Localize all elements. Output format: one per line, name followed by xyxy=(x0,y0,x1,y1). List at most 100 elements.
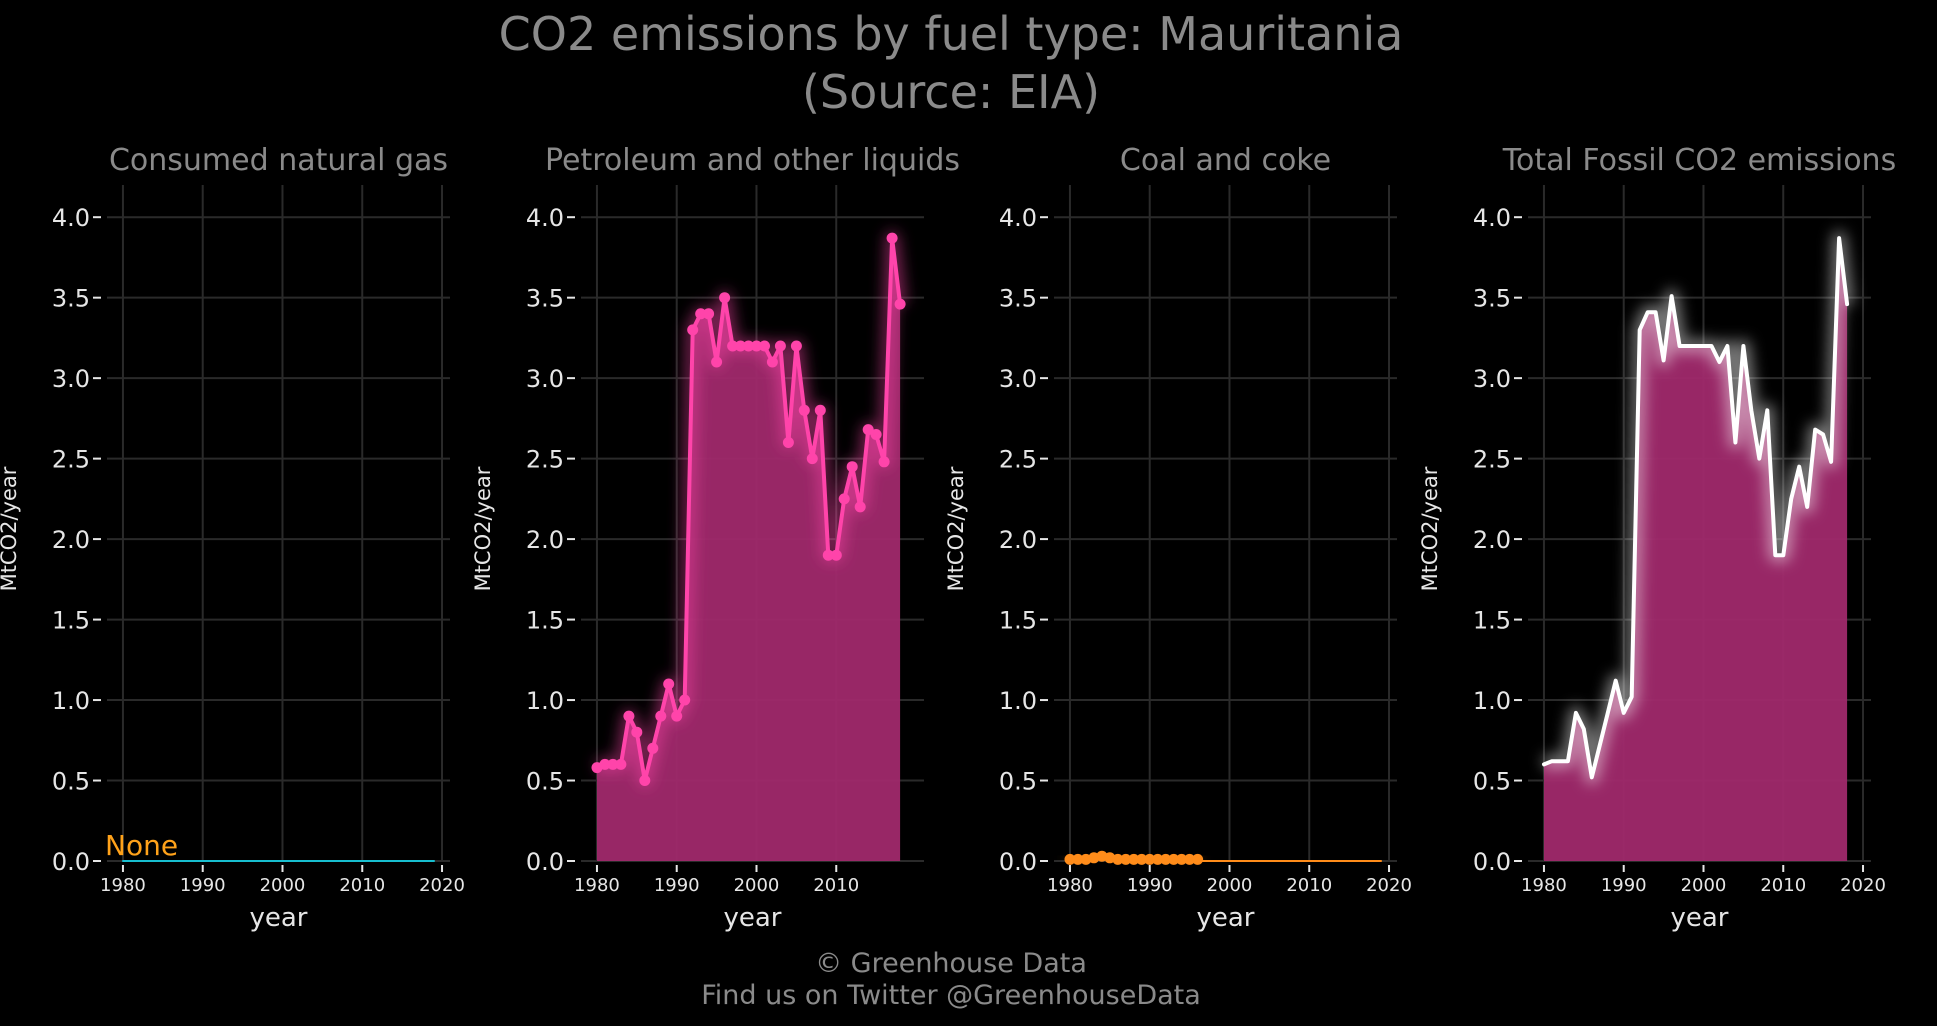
y-tick-label: 2.5 xyxy=(52,446,90,474)
data-point xyxy=(647,742,659,754)
y-tick-label: 0.5 xyxy=(52,768,90,796)
data-point xyxy=(1072,853,1084,865)
y-tick-label: 2.5 xyxy=(1473,446,1511,474)
x-tick-label: 1980 xyxy=(1521,875,1567,896)
x-tick-label: 2010 xyxy=(339,875,385,896)
x-axis-label: year xyxy=(249,903,307,933)
x-tick-label: 1980 xyxy=(574,875,620,896)
panel-title: Consumed natural gas xyxy=(109,143,448,178)
data-point xyxy=(663,678,675,690)
data-point xyxy=(615,758,627,770)
data-point xyxy=(1128,853,1140,865)
data-point xyxy=(607,758,619,770)
data-point xyxy=(759,340,770,352)
data-point xyxy=(743,340,754,352)
y-tick-label: 2.0 xyxy=(999,526,1037,554)
data-point xyxy=(727,340,739,352)
data-point xyxy=(695,308,707,320)
data-point xyxy=(766,356,778,368)
y-tick-label: 3.0 xyxy=(1473,365,1511,393)
data-point xyxy=(806,453,818,465)
panel-2: Petroleum and other liquids 0.0 0.5 1.0 1.5 2… xyxy=(471,143,960,933)
y-tick-label: 2.5 xyxy=(999,446,1037,474)
data-point xyxy=(846,461,858,473)
y-tick-label: 0.5 xyxy=(526,768,564,796)
y-tick-label: 3.0 xyxy=(52,365,90,393)
data-point xyxy=(1152,853,1164,865)
data-point xyxy=(774,340,786,352)
y-tick-label: 2.0 xyxy=(526,526,564,554)
y-axis-label: MtCO2/year xyxy=(1418,466,1442,591)
data-point xyxy=(822,549,834,561)
x-axis-label: year xyxy=(723,903,781,933)
x-tick-label: 2010 xyxy=(1286,875,1332,896)
y-tick-label: 3.0 xyxy=(999,365,1037,393)
x-tick-label: 1990 xyxy=(1127,875,1173,896)
data-point xyxy=(1144,853,1156,865)
no-data-annotation: None xyxy=(105,829,178,862)
x-tick-label: 1990 xyxy=(1601,875,1647,896)
panel-4: Total Fossil CO2 emissions 0.0 0.5 1.0 1.5 2.… xyxy=(1418,143,1896,933)
y-tick-label: 4.0 xyxy=(52,204,90,232)
y-tick-label: 1.5 xyxy=(1473,607,1511,635)
data-point xyxy=(751,340,762,352)
data-point xyxy=(798,404,810,416)
data-point xyxy=(886,232,898,244)
data-point xyxy=(878,456,890,468)
data-point xyxy=(870,429,882,440)
y-tick-label: 3.5 xyxy=(526,285,564,313)
y-tick-label: 1.0 xyxy=(999,687,1037,715)
y-tick-label: 1.5 xyxy=(526,607,564,635)
data-point xyxy=(623,710,635,722)
data-point xyxy=(854,501,866,513)
data-point xyxy=(639,775,651,786)
x-tick-label: 2020 xyxy=(1366,875,1412,896)
y-axis-label: MtCO2/year xyxy=(944,466,968,591)
data-point xyxy=(790,340,802,352)
data-point xyxy=(1176,853,1188,865)
data-point xyxy=(862,424,874,436)
data-point xyxy=(735,340,746,352)
data-point xyxy=(1184,853,1196,865)
y-tick-label: 3.0 xyxy=(526,365,564,393)
x-tick-label: 1980 xyxy=(100,875,146,896)
data-point xyxy=(1192,853,1204,865)
data-point xyxy=(1160,853,1172,865)
data-point xyxy=(711,356,723,368)
panel-1: Consumed natural gas 0.0 0.5 1.0 1.5 2.0 2.5 3.… xyxy=(0,143,465,933)
x-tick-label: 2010 xyxy=(1760,875,1806,896)
data-point xyxy=(838,493,850,505)
data-point xyxy=(894,298,906,310)
y-axis-label: MtCO2/year xyxy=(0,466,21,591)
y-tick-label: 2.0 xyxy=(1473,526,1511,554)
data-point xyxy=(1112,853,1124,865)
x-axis-label: year xyxy=(1196,903,1254,933)
data-point xyxy=(1136,853,1148,865)
data-point xyxy=(631,726,643,738)
data-point xyxy=(655,710,667,722)
y-tick-label: 3.5 xyxy=(52,285,90,313)
y-tick-label: 3.5 xyxy=(999,285,1037,313)
data-point xyxy=(782,437,794,448)
series-line xyxy=(1542,236,1850,780)
y-tick-label: 0.0 xyxy=(1473,848,1511,876)
y-tick-label: 1.0 xyxy=(1473,687,1511,715)
x-tick-label: 2000 xyxy=(734,875,780,896)
panel-title: Petroleum and other liquids xyxy=(545,143,960,178)
x-tick-label: 1980 xyxy=(1047,875,1093,896)
panel-3: Coal and coke 0.0 0.5 1.0 1.5 2.0 2.5 3.0 3.5 4.0… xyxy=(944,143,1412,933)
x-tick-label: 2010 xyxy=(813,875,859,896)
x-axis-label: year xyxy=(1670,903,1728,933)
y-tick-label: 0.0 xyxy=(526,848,564,876)
x-tick-label: 2000 xyxy=(1207,875,1253,896)
data-point xyxy=(830,549,842,561)
y-tick-label: 4.0 xyxy=(999,204,1037,232)
data-point xyxy=(814,404,826,416)
x-tick-label: 1990 xyxy=(654,875,700,896)
data-point xyxy=(1064,853,1076,865)
data-point xyxy=(719,292,731,304)
y-tick-label: 1.0 xyxy=(526,687,564,715)
x-tick-label: 1990 xyxy=(180,875,226,896)
y-tick-label: 0.0 xyxy=(999,848,1037,876)
